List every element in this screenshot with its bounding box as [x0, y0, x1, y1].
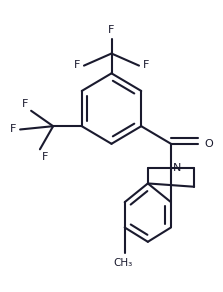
Text: N: N — [173, 163, 182, 173]
Text: CH₃: CH₃ — [113, 258, 132, 268]
Text: F: F — [21, 99, 28, 109]
Text: F: F — [42, 152, 49, 161]
Text: F: F — [74, 60, 80, 69]
Text: F: F — [108, 25, 115, 35]
Text: F: F — [143, 60, 149, 69]
Text: O: O — [205, 139, 213, 149]
Text: F: F — [10, 124, 16, 135]
